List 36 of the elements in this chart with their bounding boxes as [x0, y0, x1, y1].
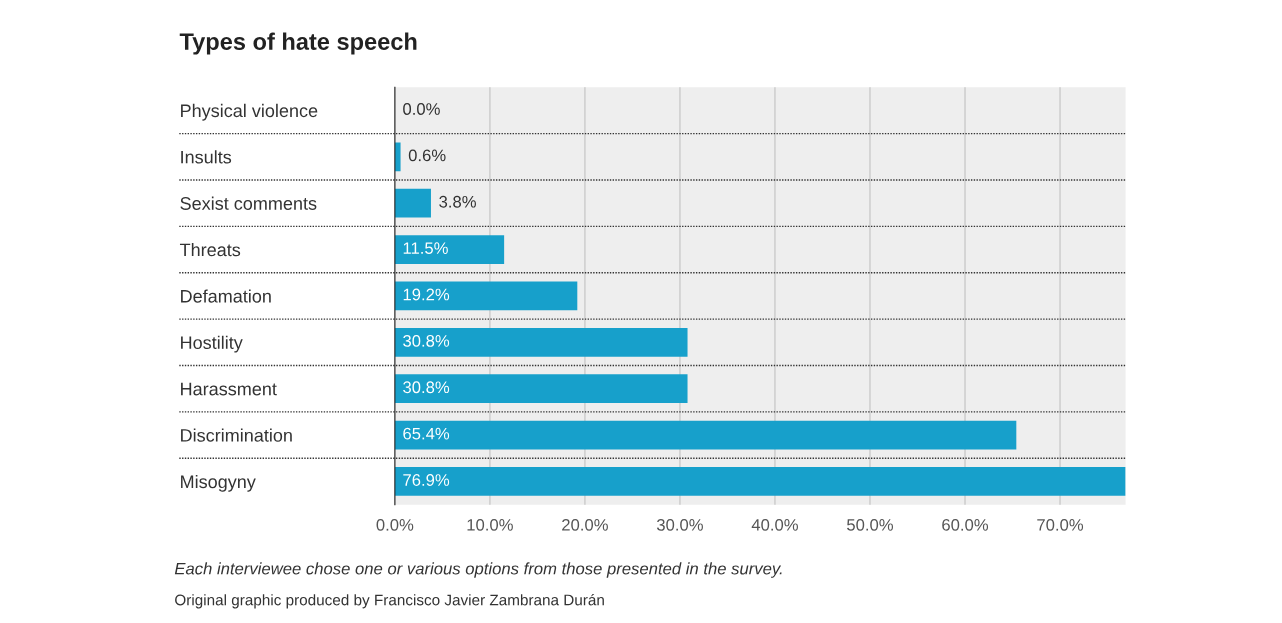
x-tick-label: 30.0% — [656, 518, 703, 531]
x-tick-label: 40.0% — [751, 518, 798, 531]
bar — [394, 420, 1017, 450]
data-label: 30.8% — [403, 334, 450, 347]
text: Original graphic produced by Francisco Javier Zambrana Durán — [175, 593, 604, 609]
y-tick-label: Harassment — [181, 382, 277, 396]
y-tick-label: Threats — [179, 243, 241, 257]
y-tick-label: Misogyny — [181, 474, 256, 492]
x-tick-label: 50.0% — [847, 518, 894, 531]
y-tick-label: Physical violence — [181, 103, 318, 121]
y-tick-label: Insults — [181, 150, 232, 164]
y-tick-label: Discrimination — [181, 428, 292, 442]
y-tick-label: Defamation — [181, 289, 271, 303]
y-tick-label: Hostility — [181, 335, 243, 353]
bar — [394, 188, 431, 218]
bar — [394, 374, 688, 404]
data-label: 0.0% — [403, 103, 440, 115]
y-tick-label: Sexist comments — [180, 196, 317, 210]
x-tick-label: 20.0% — [562, 518, 608, 531]
data-label: 11.5% — [403, 242, 448, 255]
text: Each interviewee chose one or various options from those presented in the survey. — [174, 562, 782, 578]
x-tick-label: 0.0% — [376, 518, 414, 531]
x-tick-label: 70.0% — [1037, 518, 1084, 531]
data-label: 76.9% — [403, 474, 450, 486]
data-label: 19.2% — [403, 288, 450, 301]
data-label: 30.8% — [403, 381, 450, 394]
bar — [394, 467, 1126, 496]
data-label: 3.8% — [439, 195, 476, 208]
bar — [394, 281, 578, 311]
x-tick-label: 60.0% — [942, 518, 989, 531]
data-label: 65.4% — [403, 427, 450, 440]
data-label: 0.6% — [408, 149, 446, 162]
bar — [394, 235, 505, 264]
chart-title: Types of hate speech — [179, 32, 417, 55]
bar — [394, 327, 688, 357]
x-tick-label: 10.0% — [467, 518, 513, 531]
